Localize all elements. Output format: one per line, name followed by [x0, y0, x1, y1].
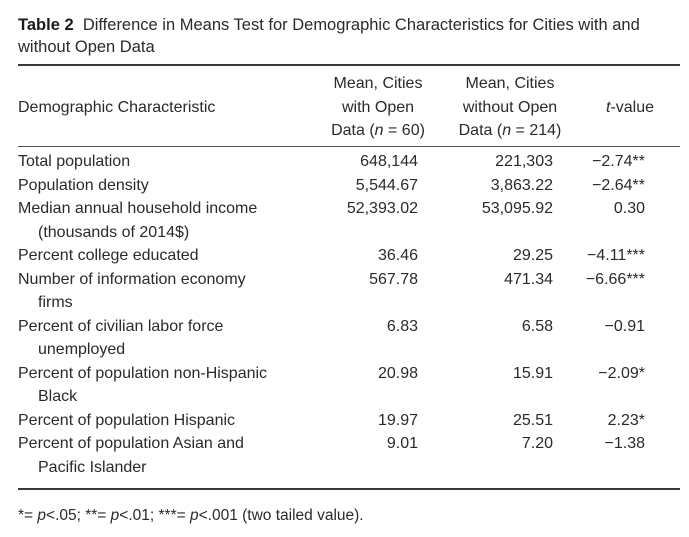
- header-line: Mean, Cities: [333, 75, 423, 92]
- header-line: without Open: [462, 98, 558, 116]
- with-open-data-cell: 5,544.67: [355, 176, 418, 194]
- column-header-with-open-data: Mean, Cities with Open Data (n = 60): [322, 72, 434, 143]
- without-open-data-cell: 6.58: [521, 317, 553, 335]
- table-title: Difference in Means Test for Demographic…: [18, 16, 640, 56]
- without-open-data-cell: 221,303: [495, 153, 553, 170]
- without-open-data-cell: 471.34: [504, 270, 553, 288]
- with-open-data-cell: 9.01: [386, 435, 418, 452]
- column-header-t-value: t-value: [605, 99, 655, 116]
- characteristic-cell: Percent of population Asian and Pacific I…: [18, 435, 244, 476]
- t-value-cell: −2.64**: [592, 176, 645, 194]
- top-rule: [18, 64, 680, 66]
- with-open-data-cell: 567.78: [369, 270, 418, 288]
- header-line: with Open: [341, 98, 415, 116]
- table-label: Table 2: [18, 16, 74, 34]
- header-rule: [18, 146, 680, 147]
- without-open-data-cell: 7.20: [521, 435, 553, 452]
- column-header-characteristic: Demographic Characteristic: [18, 99, 216, 116]
- with-open-data-cell: 20.98: [377, 364, 418, 382]
- characteristic-cell: Percent college educated: [18, 247, 199, 264]
- t-value-cell: −2.74**: [592, 153, 645, 170]
- t-value-cell: −1.38: [604, 435, 645, 452]
- header-line: Data (n = 214): [458, 122, 562, 139]
- t-value-cell: 0.30: [613, 200, 645, 217]
- t-value-cell: 2.23*: [607, 411, 645, 429]
- characteristic-cell: Percent of civilian labor force unemploye…: [18, 317, 224, 359]
- characteristic-cell: Total population: [18, 153, 131, 170]
- characteristic-cell: Median annual household income (thousands…: [18, 200, 258, 241]
- without-open-data-cell: 3,863.22: [490, 176, 553, 194]
- characteristic-cell: Population density: [18, 176, 149, 194]
- bottom-rule: [18, 488, 680, 490]
- t-value-cell: −6.66***: [585, 270, 645, 288]
- with-open-data-cell: 648,144: [360, 153, 418, 170]
- characteristic-cell: Number of information economy firms: [18, 270, 246, 312]
- without-open-data-cell: 15.91: [512, 364, 553, 382]
- t-value-cell: −2.09*: [598, 364, 645, 382]
- characteristic-cell: Percent of population Hispanic: [18, 411, 236, 429]
- column-header-without-open-data: Mean, Cities without Open Data (n = 214): [450, 72, 570, 143]
- header-line: Data (n = 60): [331, 122, 425, 139]
- without-open-data-cell: 53,095.92: [481, 200, 553, 217]
- table-caption: Table 2 Difference in Means Test for Dem…: [18, 14, 673, 58]
- without-open-data-cell: 29.25: [512, 247, 553, 264]
- with-open-data-cell: 6.83: [386, 317, 418, 335]
- t-value-cell: −0.91: [604, 317, 645, 335]
- header-line: Mean, Cities: [465, 75, 555, 92]
- without-open-data-cell: 25.51: [512, 411, 553, 429]
- with-open-data-cell: 36.46: [377, 247, 418, 264]
- characteristic-cell: Percent of population non-Hispanic Black: [18, 364, 268, 406]
- with-open-data-cell: 19.97: [377, 411, 418, 429]
- significance-note: *= p<.05; **= p<.01; ***= p<.001 (two ta…: [18, 507, 364, 524]
- t-value-cell: −4.11***: [587, 247, 645, 264]
- with-open-data-cell: 52,393.02: [346, 200, 418, 217]
